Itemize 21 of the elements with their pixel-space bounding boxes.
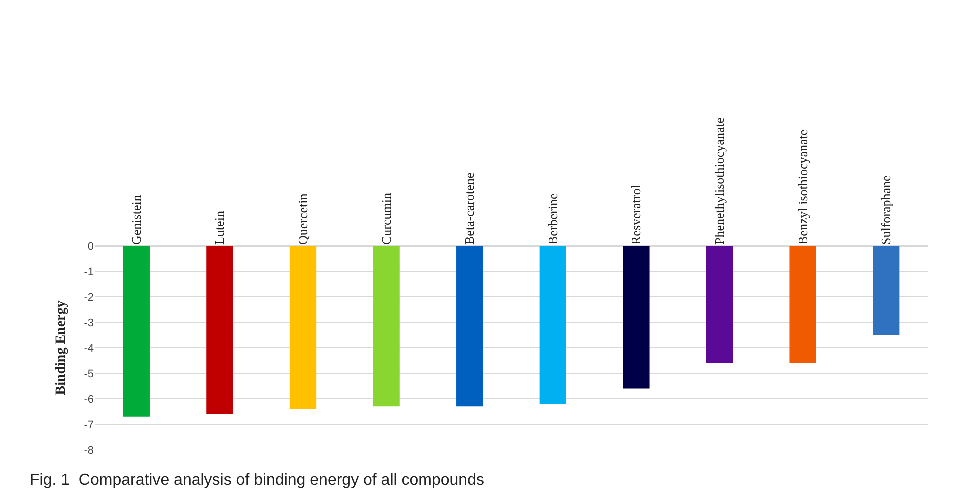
x-tick-label: Phenethylisothiocyanate: [712, 118, 727, 245]
y-tick-label: -2: [84, 292, 94, 304]
x-tick-label: Curcumin: [378, 192, 394, 245]
x-tick-label: Quercetin: [295, 193, 310, 245]
y-tick-label: -7: [84, 419, 94, 432]
x-tick-label: Lutein: [212, 210, 228, 245]
y-axis-title: Binding Energy: [54, 300, 69, 396]
y-tick-label: -5: [84, 368, 94, 380]
y-tick-label: -8: [84, 444, 94, 457]
y-tick-label: 0: [88, 240, 94, 253]
x-tick-label: Resveratrol: [628, 184, 644, 245]
x-tick-label: Benzyl isothiocyanate: [795, 130, 810, 245]
y-tick-label: -1: [84, 266, 94, 278]
y-tick-label: -3: [84, 317, 94, 330]
x-tick-label: Sulforaphane: [878, 175, 894, 245]
y-tick-label: -4: [84, 342, 94, 355]
x-tick-label: Genistein: [128, 194, 144, 245]
y-tick-label: -6: [84, 394, 94, 406]
x-tick-label: Berberine: [545, 194, 560, 245]
x-tick-label: Beta-carotene: [462, 172, 478, 245]
caption: Fig. 1 Comparative analysis of binding energy of all compounds: [30, 472, 484, 489]
